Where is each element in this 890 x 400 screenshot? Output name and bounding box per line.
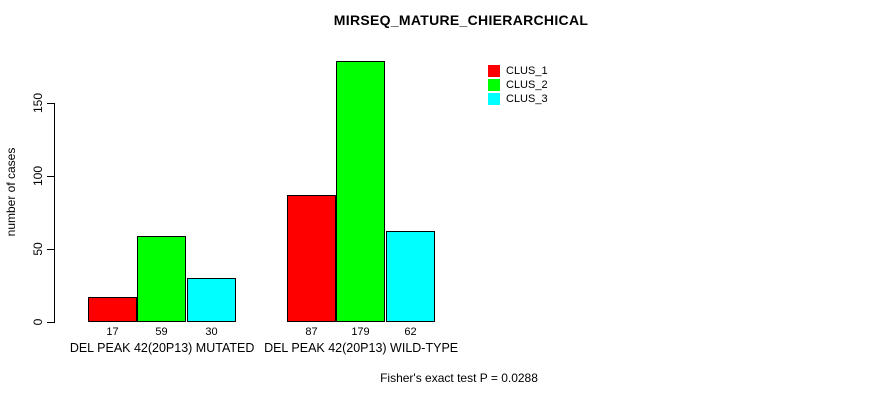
legend-swatch-icon [488, 79, 500, 91]
chart-title: MIRSEQ_MATURE_CHIERARCHICAL [333, 12, 589, 28]
bar [187, 278, 236, 322]
annotation-text: Fisher's exact test P = 0.0288 [380, 371, 538, 385]
bar-value-label: 59 [155, 326, 168, 338]
y-axis-tick-label: 0 [31, 318, 45, 326]
bar-value-label: 30 [205, 326, 218, 338]
bar-value-label: 62 [404, 326, 417, 338]
y-axis-tick [47, 321, 54, 323]
legend-item: CLUS_2 [488, 78, 548, 92]
y-axis-tick-label: 100 [31, 165, 45, 187]
y-axis-tick [47, 248, 54, 250]
bar [386, 231, 435, 322]
y-axis-tick-label: 150 [31, 92, 45, 114]
y-axis-tick [47, 175, 54, 177]
legend-label: CLUS_1 [506, 65, 548, 77]
legend-label: CLUS_3 [506, 93, 548, 105]
legend: CLUS_1 CLUS_2 CLUS_3 [488, 64, 548, 106]
bar-value-label: 179 [351, 326, 370, 338]
y-axis-tick [47, 102, 54, 104]
x-axis-group-label: DEL PEAK 42(20P13) WILD-TYPE [264, 341, 459, 355]
legend-swatch-icon [488, 93, 500, 105]
legend-item: CLUS_3 [488, 92, 548, 106]
bar-value-label: 87 [305, 326, 318, 338]
bar [287, 195, 336, 322]
y-axis-title: number of cases [4, 147, 18, 237]
legend-label: CLUS_2 [506, 79, 548, 91]
bar [88, 297, 137, 322]
x-axis-group-label: DEL PEAK 42(20P13) MUTATED [69, 341, 255, 355]
legend-item: CLUS_1 [488, 64, 548, 78]
bar [336, 61, 385, 322]
y-axis-tick-label: 50 [31, 242, 45, 256]
bar [137, 236, 186, 322]
bar-value-label: 17 [106, 326, 119, 338]
legend-swatch-icon [488, 65, 500, 77]
y-axis-line [54, 103, 55, 323]
